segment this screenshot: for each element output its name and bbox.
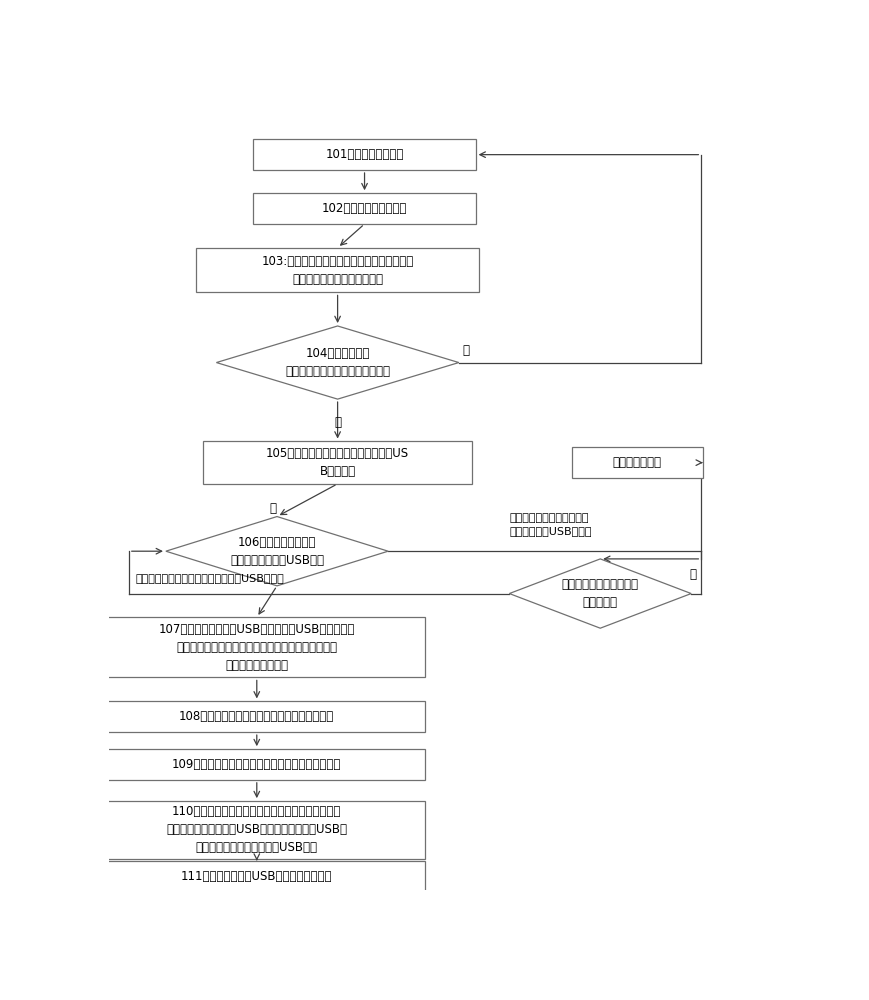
FancyBboxPatch shape [89, 617, 425, 677]
Text: 当在预设时间内接收到来自上位机的USB指令后: 当在预设时间内接收到来自上位机的USB指令后 [136, 573, 284, 583]
Polygon shape [216, 326, 459, 399]
FancyBboxPatch shape [89, 801, 425, 859]
Text: 蓝牙适配器复位: 蓝牙适配器复位 [613, 456, 662, 469]
FancyBboxPatch shape [254, 193, 475, 224]
Text: 102：蓝牙适配器初始化: 102：蓝牙适配器初始化 [322, 202, 408, 215]
Text: 当在预设时间内没有接收到
来自上位机的USB指令后: 当在预设时间内没有接收到 来自上位机的USB指令后 [509, 513, 592, 536]
Text: 107：蓝牙适配器解析USB指令，获取USB指令中的有
效指令数据，根据蓝牙安全设备的协议类型和有效指
令数据组织蓝牙指令: 107：蓝牙适配器解析USB指令，获取USB指令中的有 效指令数据，根据蓝牙安全… [159, 623, 355, 672]
Text: 105：蓝牙适配器向上位机声明自身的US
B协议标识: 105：蓝牙适配器向上位机声明自身的US B协议标识 [266, 447, 409, 478]
FancyBboxPatch shape [89, 749, 425, 780]
Text: 108：蓝牙适配器向蓝牙安全设备发送蓝牙指令: 108：蓝牙适配器向蓝牙安全设备发送蓝牙指令 [179, 710, 335, 723]
Text: 103:蓝牙适配器搜索与预设设备标识相匹配的
蓝牙安全设备并和其建立连接: 103:蓝牙适配器搜索与预设设备标识相匹配的 蓝牙安全设备并和其建立连接 [262, 255, 414, 286]
Text: 否: 否 [462, 344, 469, 358]
Text: 检测是否和蓝牙安全设备
已断开连接: 检测是否和蓝牙安全设备 已断开连接 [561, 578, 639, 609]
Text: 是: 是 [335, 416, 342, 429]
FancyBboxPatch shape [203, 441, 473, 484]
FancyBboxPatch shape [89, 701, 425, 732]
Text: 109：蓝牙适配器接收来自蓝牙安全设备的蓝牙应答: 109：蓝牙适配器接收来自蓝牙安全设备的蓝牙应答 [172, 758, 342, 771]
Polygon shape [509, 559, 691, 628]
FancyBboxPatch shape [196, 248, 479, 292]
Text: 是: 是 [689, 568, 696, 581]
FancyBboxPatch shape [254, 139, 475, 170]
Text: 106：蓝牙适配器等待
接收来自上位机的USB指令: 106：蓝牙适配器等待 接收来自上位机的USB指令 [230, 536, 324, 567]
Text: 101：蓝牙适配器上电: 101：蓝牙适配器上电 [325, 148, 404, 161]
Text: 104：蓝牙适配器
判断是否和蓝牙安全设备建立连接: 104：蓝牙适配器 判断是否和蓝牙安全设备建立连接 [285, 347, 390, 378]
Text: 111：蓝牙适配器将USB应答返回给上位机: 111：蓝牙适配器将USB应答返回给上位机 [181, 870, 333, 883]
Polygon shape [166, 517, 388, 586]
FancyBboxPatch shape [89, 861, 425, 892]
FancyBboxPatch shape [572, 447, 703, 478]
Text: 110：蓝牙适配器解析蓝牙应答，获取蓝牙应答中的
有效应答数据，根据与USB协议标识相匹配的USB协
议组织包括有效应答数据的USB应答: 110：蓝牙适配器解析蓝牙应答，获取蓝牙应答中的 有效应答数据，根据与USB协议… [166, 805, 348, 854]
Text: 否: 否 [269, 502, 276, 515]
